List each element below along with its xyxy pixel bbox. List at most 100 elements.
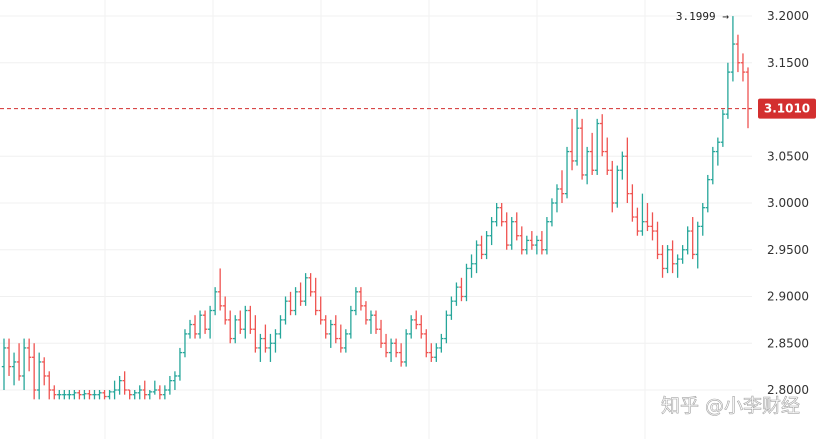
ohlc-bar [16,343,22,381]
ohlc-bar [554,184,560,213]
ohlc-bar [167,375,173,395]
ohlc-bar [424,329,429,358]
y-tick-label: 3.0000 [767,196,809,210]
ohlc-bars [1,16,751,400]
ohlc-bar [690,217,695,260]
ohlc-bar [187,319,193,339]
ohlc-bar [584,146,590,185]
ohlc-bar [11,352,17,386]
ohlc-bar [243,305,248,339]
ohlc-bar [288,291,293,316]
ohlc-bar [509,217,514,250]
ohlc-bar [207,305,213,339]
ohlc-bar [499,203,504,227]
ohlc-bar [579,118,585,180]
ohlc-bar [82,390,87,400]
ohlc-bar [343,329,349,353]
ohlc-bar [720,109,726,147]
ohlc-bar [107,390,112,400]
ohlc-bar [172,371,178,390]
ohlc-bar [363,301,369,325]
ohlc-bar [353,287,359,316]
ohlc-bar [318,296,323,325]
ohlc-bar [620,151,625,180]
ohlc-bar [529,231,535,250]
ohlc-bar [328,319,333,348]
ohlc-bar [308,273,313,297]
y-tick-label: 3.1500 [767,56,809,70]
ohlc-bar [147,390,152,400]
ohlc-bar [233,315,238,344]
ohlc-bar [514,212,519,241]
ohlc-bar [192,315,198,339]
y-tick-label: 2.8500 [767,336,809,350]
ohlc-bar [67,390,72,400]
ohlc-bar [127,389,132,400]
ohlc-bar [494,203,499,227]
ohlc-bar [273,329,278,353]
ohlc-bar [549,198,555,227]
ohlc-bar [740,53,746,82]
ohlc-bar [36,352,42,400]
ohlc-bar [212,287,218,316]
ohlc-bar [92,390,97,400]
ohlc-bar [660,245,665,278]
ohlc-bar [293,287,298,316]
ohlc-bar [655,221,660,260]
y-tick-label: 3.0500 [767,149,809,163]
current-price-badge[interactable]: 3.1010 [758,98,816,119]
ohlc-bar [152,380,158,395]
ohlc-bar [630,184,635,222]
ohlc-bar [368,310,374,334]
ohlc-bar [534,235,540,255]
ohlc-bar [745,67,751,129]
ohlc-bar [47,371,52,400]
ohlc-bar [640,193,645,236]
ohlc-bar [675,254,680,278]
ohlc-bar [393,338,399,358]
ohlc-bar [464,263,469,302]
ohlc-bar [263,324,268,353]
ohlc-bar [228,310,233,344]
ohlc-bar [469,254,474,278]
ohlc-bar [504,212,509,250]
ohlc-bar [524,235,530,255]
ohlc-bar [157,385,163,400]
ohlc-bar [52,385,57,400]
ohlc-bar [685,226,690,255]
ohlc-bar [278,315,283,339]
ohlc-bar [388,338,394,362]
ohlc-bar [197,310,203,339]
ohlc-bar [373,310,379,334]
ohlc-bar [6,338,12,376]
watermark-text: 知乎 @小李财经 [661,395,800,417]
ohlc-bar [730,16,736,82]
ohlc-bar [414,310,419,330]
ohlc-bar [137,385,142,400]
ohlc-bar [333,315,338,344]
ohlc-bar [539,231,545,255]
ohlc-bar [97,390,102,400]
ohlc-bar [650,212,655,241]
ohlc-bar [625,137,630,203]
ohlc-bar [645,203,650,232]
ohlc-bar [62,390,67,400]
grid-lines [0,0,752,439]
ohlc-bar [594,118,600,175]
ohlc-bar [1,338,7,390]
ohlc-bar [665,245,670,274]
ohlc-bar [419,315,424,339]
high-marker: 3.1999 → [676,10,729,23]
ohlc-bar [338,324,344,353]
ohlc-bar [268,333,273,362]
ohlc-bar [253,315,258,353]
current-price-label: 3.1010 [764,102,810,116]
ohlc-bar [610,160,615,213]
ohlc-bar [408,315,414,339]
ohlc-bar [700,203,705,236]
y-tick-label: 2.9000 [767,290,809,304]
ohlc-bar [378,319,384,348]
ohlc-bar [202,310,208,334]
ohlc-bar [398,343,404,367]
ohlc-bar [31,343,37,400]
